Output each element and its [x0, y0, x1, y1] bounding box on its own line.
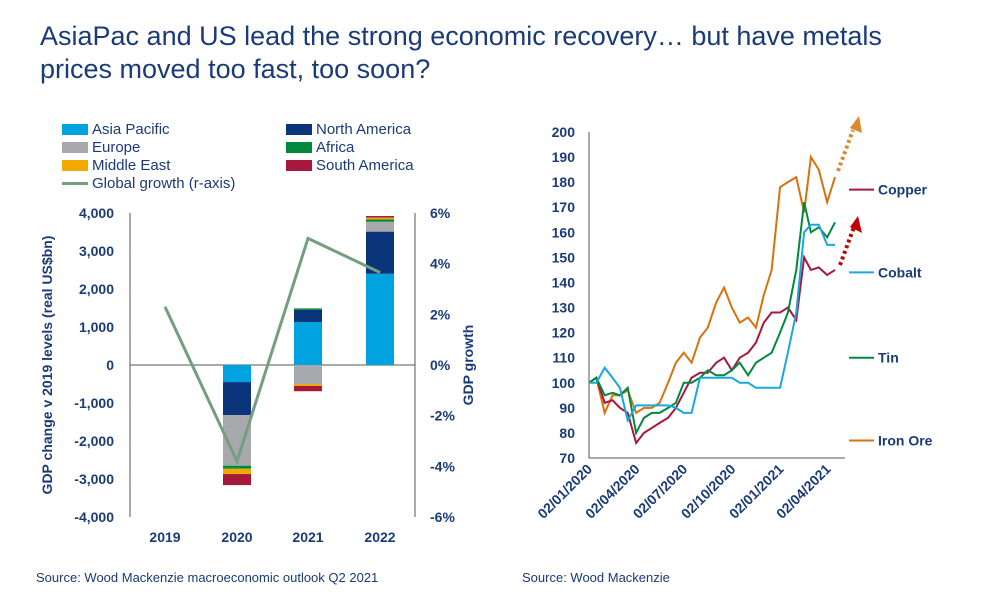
bar-asia-pacific [294, 322, 322, 365]
y2-tick-label: -2% [430, 408, 455, 424]
y-tick-label: -1,000 [74, 395, 114, 411]
bar-asia-pacific [223, 365, 251, 383]
y2-axis-label: GDP growth [460, 325, 476, 406]
legend-global-growth: Global growth (r-axis) [62, 175, 235, 192]
y-tick-label: 1,000 [79, 319, 114, 335]
y-tick-label: 2,000 [79, 281, 114, 297]
trend-arrow-copper [838, 226, 856, 266]
x-tick-label: 2020 [221, 529, 252, 545]
series-label: Copper [878, 182, 928, 198]
y-tick-label: 150 [552, 249, 576, 265]
y-tick-label: 110 [552, 350, 575, 366]
y2-tick-label: 6% [430, 205, 451, 221]
y-tick-label: 90 [559, 400, 575, 416]
series-label: Tin [878, 350, 899, 366]
bar-asia-pacific [366, 273, 394, 365]
arrow-head-icon [850, 116, 862, 133]
series-label: Cobalt [878, 264, 922, 280]
bar-middle-east [294, 384, 322, 386]
global-growth-line [163, 236, 381, 466]
bar-europe [366, 221, 394, 232]
bar-south-america [294, 385, 322, 392]
y-tick-label: 70 [559, 450, 575, 466]
arrow-head-icon [850, 216, 862, 233]
y-tick-label: 120 [552, 325, 576, 341]
y-tick-label: 130 [552, 300, 576, 316]
y-tick-label: 190 [552, 149, 576, 165]
bar-south-america [223, 474, 251, 486]
y-tick-label: 80 [559, 425, 575, 441]
y2-tick-label: 0% [430, 357, 451, 373]
y-tick-label: 180 [552, 174, 576, 190]
bar-africa [366, 219, 394, 222]
bar-north-america [223, 382, 251, 416]
y-tick-label: 200 [552, 124, 576, 140]
x-tick-label: 2019 [149, 529, 180, 545]
y-tick-label: 160 [552, 224, 576, 240]
legend-africa: Africa [286, 139, 354, 156]
line-tin [588, 201, 836, 436]
y-tick-label: -3,000 [74, 471, 114, 487]
x-tick-label: 2021 [292, 529, 323, 545]
bar-middle-east [223, 468, 251, 475]
y-tick-label: 0 [106, 357, 114, 373]
trend-arrow-iron-ore [836, 129, 855, 172]
bar-africa [294, 308, 322, 310]
y-tick-label: 4,000 [79, 205, 114, 221]
source-right: Source: Wood Mackenzie [522, 570, 670, 585]
y-axis-label: GDP change v 2019 levels (real US$bn) [39, 236, 55, 495]
y-tick-label: -4,000 [74, 509, 114, 525]
y2-tick-label: 2% [430, 306, 451, 322]
y2-tick-label: -4% [430, 458, 455, 474]
y2-tick-label: 4% [430, 256, 451, 272]
series-label: Iron Ore [878, 432, 933, 448]
y-tick-label: 100 [552, 375, 576, 391]
y-tick-label: 140 [552, 274, 576, 290]
y-tick-label: 170 [552, 199, 576, 215]
legend-asia-pacific: Asia Pacific [62, 121, 170, 138]
y-tick-label: 3,000 [79, 243, 114, 259]
line-cobalt [589, 223, 835, 424]
x-tick-label: 2022 [364, 529, 395, 545]
y2-tick-label: -6% [430, 509, 455, 525]
page-title: AsiaPac and US lead the strong economic … [40, 21, 882, 84]
legend-south-america: South America [286, 157, 414, 174]
bar-middle-east [366, 217, 394, 220]
bar-north-america [294, 309, 322, 323]
y-tick-label: -2,000 [74, 433, 114, 449]
legend-middle-east: Middle East [62, 157, 170, 174]
source-left: Source: Wood Mackenzie macroeconomic out… [36, 570, 379, 585]
bar-europe [294, 365, 322, 384]
legend-north-america: North America [286, 121, 411, 138]
bar-africa [223, 465, 251, 469]
bar-south-america [366, 216, 394, 218]
legend-europe: Europe [62, 139, 140, 156]
